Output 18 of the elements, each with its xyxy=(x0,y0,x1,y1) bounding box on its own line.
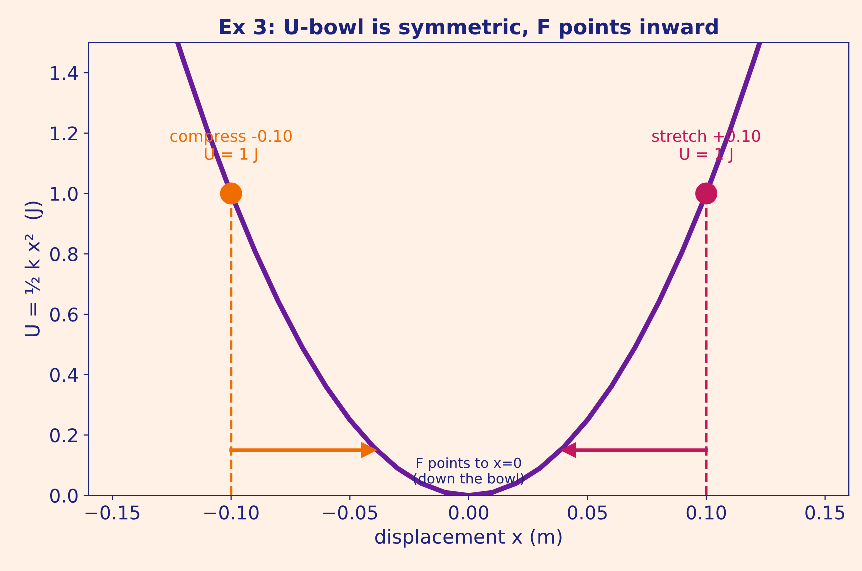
x-tick-label: −0.05 xyxy=(323,506,378,520)
y-tick-label: 0.6 xyxy=(50,308,78,322)
x-tick-label: 0.00 xyxy=(449,506,489,520)
y-tick-label: 0.8 xyxy=(50,247,78,262)
y-tick-label: 0.4 xyxy=(50,368,78,382)
y-tick-label: 1.2 xyxy=(51,126,78,141)
x-tick-label: −0.10 xyxy=(204,506,259,520)
chart-title: Ex 3: U-bowl is symmetric, F points inward xyxy=(220,18,718,39)
y-tick-label: 1.0 xyxy=(51,186,78,202)
x-tick-label: 0.15 xyxy=(806,506,845,520)
x-tick-label: 0.05 xyxy=(568,506,607,520)
y-tick-label: 0.2 xyxy=(50,428,78,443)
y-axis-title: U = ½ k x² (J) xyxy=(24,202,44,336)
x-axis-title: displacement x (m) xyxy=(375,529,562,548)
y-tick-label: 0.0 xyxy=(50,488,78,504)
y-tick-label: 1.4 xyxy=(51,66,78,80)
x-tick-label: −0.15 xyxy=(86,506,140,520)
x-tick-label: 0.10 xyxy=(686,506,726,520)
